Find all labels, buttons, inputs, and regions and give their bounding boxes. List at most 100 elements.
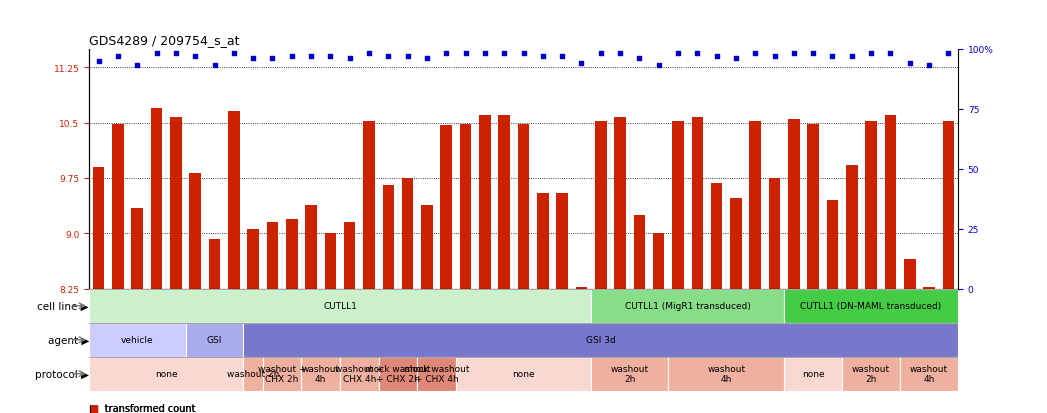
Point	[593, 51, 609, 58]
Point	[496, 51, 513, 58]
Point	[438, 51, 454, 58]
Point	[863, 51, 879, 58]
Text: washout +
CHX 2h: washout + CHX 2h	[258, 364, 307, 383]
Bar	[363, 122, 375, 289]
Bar	[537, 193, 549, 289]
Text: none: none	[512, 369, 535, 378]
Bar	[247, 229, 259, 289]
Text: cell line ▶: cell line ▶	[38, 301, 89, 311]
Bar	[711, 184, 722, 289]
Bar	[263, 357, 302, 391]
Bar	[900, 357, 958, 391]
Text: mock washout
+ CHX 2h: mock washout + CHX 2h	[365, 364, 430, 383]
Point	[264, 56, 281, 62]
Point	[670, 51, 687, 58]
Point	[476, 51, 493, 58]
Point	[785, 51, 802, 58]
Point	[110, 53, 127, 60]
Point	[206, 63, 223, 70]
Bar	[576, 287, 587, 289]
Point	[844, 53, 861, 60]
Text: vehicle: vehicle	[121, 335, 154, 344]
Bar	[865, 122, 877, 289]
Text: CUTLL1 (DN-MAML transduced): CUTLL1 (DN-MAML transduced)	[801, 301, 941, 311]
Bar	[615, 118, 626, 289]
Text: agent ▶: agent ▶	[47, 335, 89, 345]
Bar	[653, 234, 665, 289]
Bar	[244, 357, 263, 391]
Point	[168, 51, 184, 58]
Text: none: none	[155, 369, 178, 378]
Bar	[784, 289, 958, 323]
Point	[611, 51, 628, 58]
Bar	[768, 178, 780, 289]
Bar	[672, 122, 684, 289]
Text: CUTLL1: CUTLL1	[324, 301, 357, 311]
Text: washout +
CHX 4h: washout + CHX 4h	[335, 364, 383, 383]
Text: GSI: GSI	[207, 335, 222, 344]
Bar	[592, 357, 668, 391]
Bar	[942, 122, 954, 289]
Point	[360, 51, 377, 58]
Text: GSI 3d: GSI 3d	[586, 335, 616, 344]
Point	[303, 53, 319, 60]
Text: transformed count: transformed count	[105, 404, 196, 413]
Point	[458, 51, 474, 58]
Bar	[340, 357, 379, 391]
Text: CUTLL1 (MigR1 transduced): CUTLL1 (MigR1 transduced)	[625, 301, 751, 311]
Bar	[402, 178, 414, 289]
Point	[805, 51, 822, 58]
Text: ■: ■	[89, 404, 98, 413]
Bar	[89, 357, 244, 391]
Bar	[343, 223, 356, 289]
Bar	[379, 357, 418, 391]
Bar	[418, 357, 455, 391]
Bar	[208, 239, 220, 289]
Text: protocol ▶: protocol ▶	[35, 369, 89, 379]
Text: washout
2h: washout 2h	[610, 364, 649, 383]
Bar	[89, 323, 185, 357]
Bar	[382, 186, 394, 289]
Point	[186, 53, 203, 60]
Point	[708, 53, 725, 60]
Bar	[112, 125, 124, 289]
Bar	[595, 122, 606, 289]
Bar	[302, 357, 340, 391]
Point	[554, 53, 571, 60]
Point	[284, 53, 300, 60]
Bar	[668, 357, 784, 391]
Bar	[784, 357, 842, 391]
Bar	[441, 126, 452, 289]
Text: none: none	[802, 369, 824, 378]
Text: washout
2h: washout 2h	[852, 364, 890, 383]
Point	[149, 51, 165, 58]
Bar	[556, 193, 567, 289]
Bar	[750, 122, 761, 289]
Bar	[730, 198, 741, 289]
Point	[225, 51, 242, 58]
Bar	[132, 208, 143, 289]
Bar	[93, 168, 105, 289]
Point	[689, 51, 706, 58]
Bar	[185, 323, 244, 357]
Bar	[691, 118, 704, 289]
Bar	[306, 206, 317, 289]
Point	[129, 63, 146, 70]
Bar	[421, 206, 432, 289]
Bar	[151, 109, 162, 289]
Point	[824, 53, 841, 60]
Bar	[267, 223, 279, 289]
Point	[882, 51, 898, 58]
Bar	[455, 357, 592, 391]
Bar	[846, 165, 857, 289]
Bar	[228, 112, 240, 289]
Point	[766, 53, 783, 60]
Point	[747, 51, 763, 58]
Bar	[827, 201, 839, 289]
Point	[515, 51, 532, 58]
Bar	[885, 116, 896, 289]
Bar	[170, 117, 182, 289]
Bar	[842, 357, 900, 391]
Bar	[190, 173, 201, 289]
Bar	[460, 125, 471, 289]
